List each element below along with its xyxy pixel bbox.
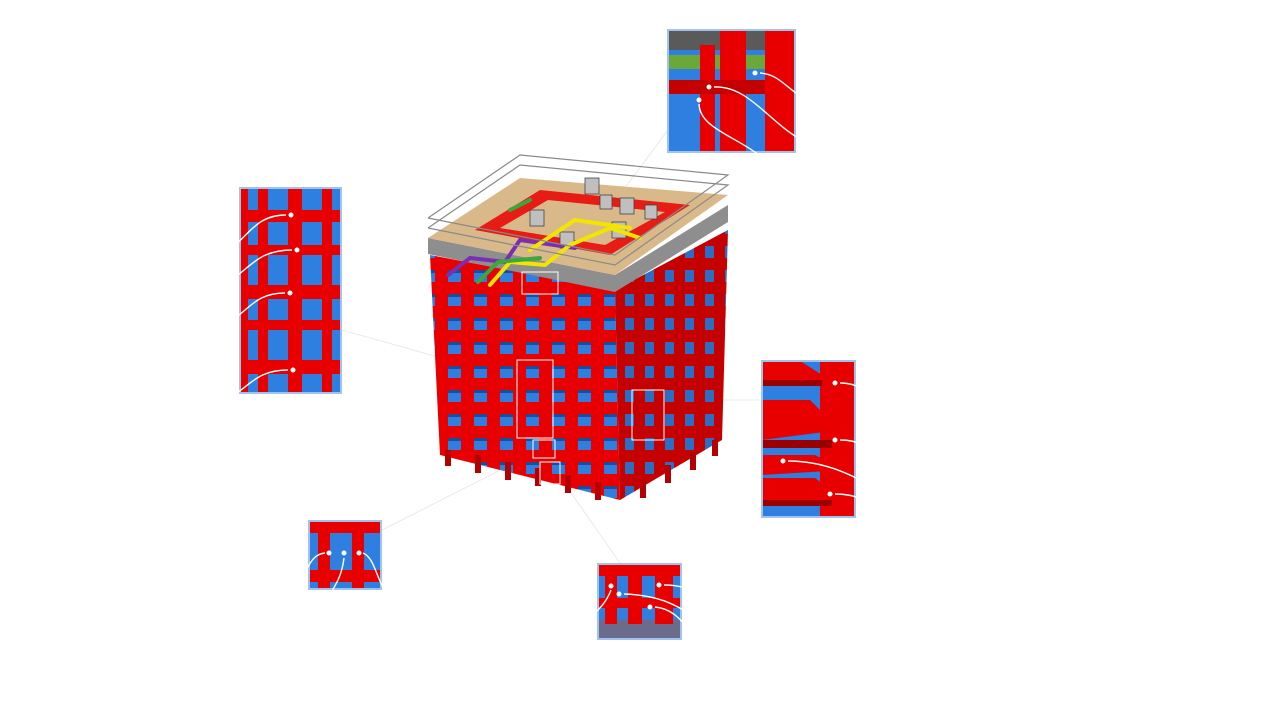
inset-bottom-left [264,520,409,626]
roof-piping [446,198,642,287]
inset-bottom-center-callouts [564,582,743,663]
inset-bottom-center [564,563,743,663]
column-fins [445,440,718,500]
inset-top-callouts [696,70,849,201]
inset-right-callouts [780,380,916,529]
roof-railing [427,154,730,266]
detail-markers [516,271,665,485]
module-side-face [615,230,728,500]
inset-right [761,360,916,529]
module-front-face [430,255,620,500]
main-module-model [427,154,730,500]
roof-slab-edge [428,205,728,292]
inset-left-callouts [177,212,300,411]
inset-bottom-left-callouts [264,550,409,626]
inset-top [667,29,849,201]
inset-left [177,187,342,411]
